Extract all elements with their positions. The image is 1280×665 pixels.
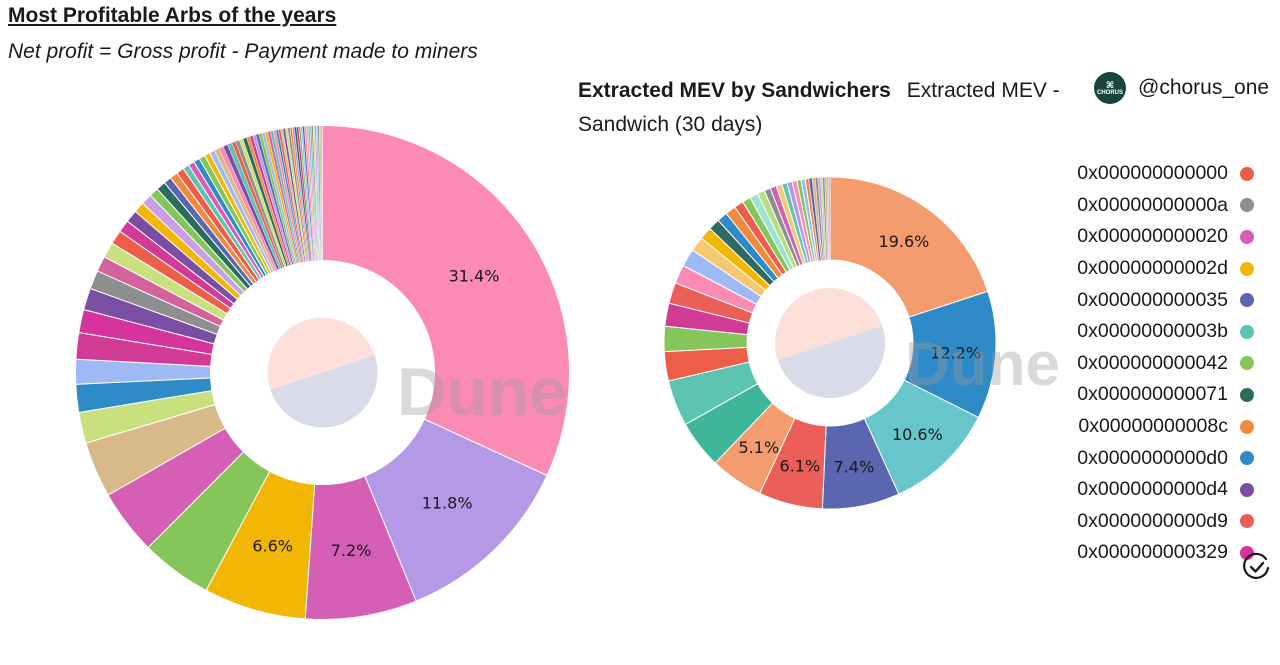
slice-data-label: 19.6% — [879, 232, 930, 251]
legend-swatch — [1240, 356, 1254, 371]
pie-slice[interactable] — [364, 418, 548, 602]
pie-slice[interactable] — [828, 176, 831, 261]
legend-swatch — [1240, 198, 1254, 213]
chart-subtitle-left: Net profit = Gross profit - Payment made… — [8, 40, 478, 63]
legend-label: 0x000000000020 — [1077, 225, 1228, 248]
legend-swatch — [1240, 514, 1254, 529]
legend-swatch — [1240, 261, 1254, 276]
legend-label: 0x00000000008c — [1078, 415, 1228, 438]
legend-swatch — [1240, 166, 1254, 181]
legend-item[interactable]: 0x00000000000a — [1030, 190, 1280, 222]
dune-watermark: Dune — [397, 354, 567, 430]
center-disc-bottom — [777, 325, 885, 398]
legend-label: 0x0000000000d0 — [1077, 446, 1228, 469]
slice-data-label: 7.2% — [331, 541, 372, 560]
pie-slice[interactable] — [320, 125, 323, 261]
legend-item[interactable]: 0x000000000035 — [1030, 284, 1280, 316]
legend-label: 0x000000000071 — [1077, 383, 1228, 406]
brand-badge[interactable]: ⌘ CHORUS @chorus_one — [1094, 72, 1269, 104]
slice-data-label: 6.1% — [780, 456, 821, 475]
legend-item[interactable]: 0x0000000000d4 — [1030, 474, 1280, 506]
slice-data-label: 12.2% — [930, 343, 981, 362]
legend-label: 0x000000000329 — [1077, 541, 1228, 564]
legend-item[interactable]: 0x00000000003b — [1030, 316, 1280, 348]
legend-swatch — [1240, 387, 1254, 402]
chorus-logo-icon: ⌘ CHORUS — [1094, 72, 1126, 104]
legend-swatch — [1240, 451, 1254, 466]
pie-slice[interactable] — [322, 124, 570, 477]
legend-label: 0x00000000002d — [1077, 257, 1228, 280]
check-circle-icon[interactable] — [1242, 552, 1272, 582]
legend-item[interactable]: 0x00000000008c — [1030, 411, 1280, 443]
legend-label: 0x0000000000d9 — [1077, 509, 1228, 532]
chart-title-left: Most Profitable Arbs of the years — [8, 4, 337, 27]
legend-swatch — [1240, 293, 1254, 308]
legend-label: 0x0000000000d4 — [1077, 478, 1228, 501]
legend-swatch — [1240, 229, 1254, 244]
legend-item[interactable]: 0x0000000000d0 — [1030, 442, 1280, 474]
pie-chart-right: 19.6% 12.2% 10.6% 7.4% 6.1%5.1% Dune — [663, 176, 1060, 510]
pie-slice[interactable] — [829, 176, 989, 318]
chart-header-right: Extracted MEV by Sandwichers Extracted ME… — [578, 74, 1078, 142]
legend-label: 0x000000000035 — [1077, 288, 1228, 311]
center-disc-bottom — [270, 355, 378, 428]
legend-swatch — [1240, 419, 1254, 434]
center-disc-top — [267, 317, 375, 390]
chart-subtitle-right: Extracted MEV - Sandwich (30 days) — [578, 79, 1060, 136]
legend-label: 0x00000000003b — [1077, 320, 1228, 343]
slice-data-label: 31.4% — [449, 266, 500, 285]
legend-item[interactable]: 0x000000000071 — [1030, 379, 1280, 411]
legend-item[interactable]: 0x000000000000 — [1030, 158, 1280, 190]
slice-data-label: 5.1% — [739, 438, 780, 457]
legend-swatch — [1240, 324, 1254, 339]
slice-data-label: 11.8% — [422, 493, 473, 512]
dune-watermark: Dune — [905, 330, 1060, 399]
legend-item[interactable]: 0x00000000002d — [1030, 253, 1280, 285]
legend-label: 0x00000000000a — [1077, 193, 1228, 216]
legend-item[interactable]: 0x000000000020 — [1030, 221, 1280, 253]
legend-item[interactable]: 0x000000000042 — [1030, 348, 1280, 380]
legend-label: 0x000000000000 — [1077, 162, 1228, 185]
pie-chart-left: 31.4% 11.8% 7.2% 6.6% Dune — [75, 124, 570, 620]
legend-swatch — [1240, 482, 1254, 497]
slice-data-label: 7.4% — [834, 458, 875, 477]
center-disc-top — [775, 288, 883, 361]
brand-logo-text: CHORUS — [1096, 89, 1123, 96]
legend-label: 0x000000000042 — [1077, 351, 1228, 374]
slice-data-label: 6.6% — [252, 536, 293, 555]
brand-handle: @chorus_one — [1138, 76, 1270, 99]
slice-data-label: 10.6% — [892, 425, 943, 444]
chart-title-right: Extracted MEV by Sandwichers — [578, 79, 891, 102]
legend: 0x000000000000 0x00000000000a 0x0000000000… — [1030, 158, 1280, 569]
legend-item[interactable]: 0x0000000000d9 — [1030, 506, 1280, 538]
